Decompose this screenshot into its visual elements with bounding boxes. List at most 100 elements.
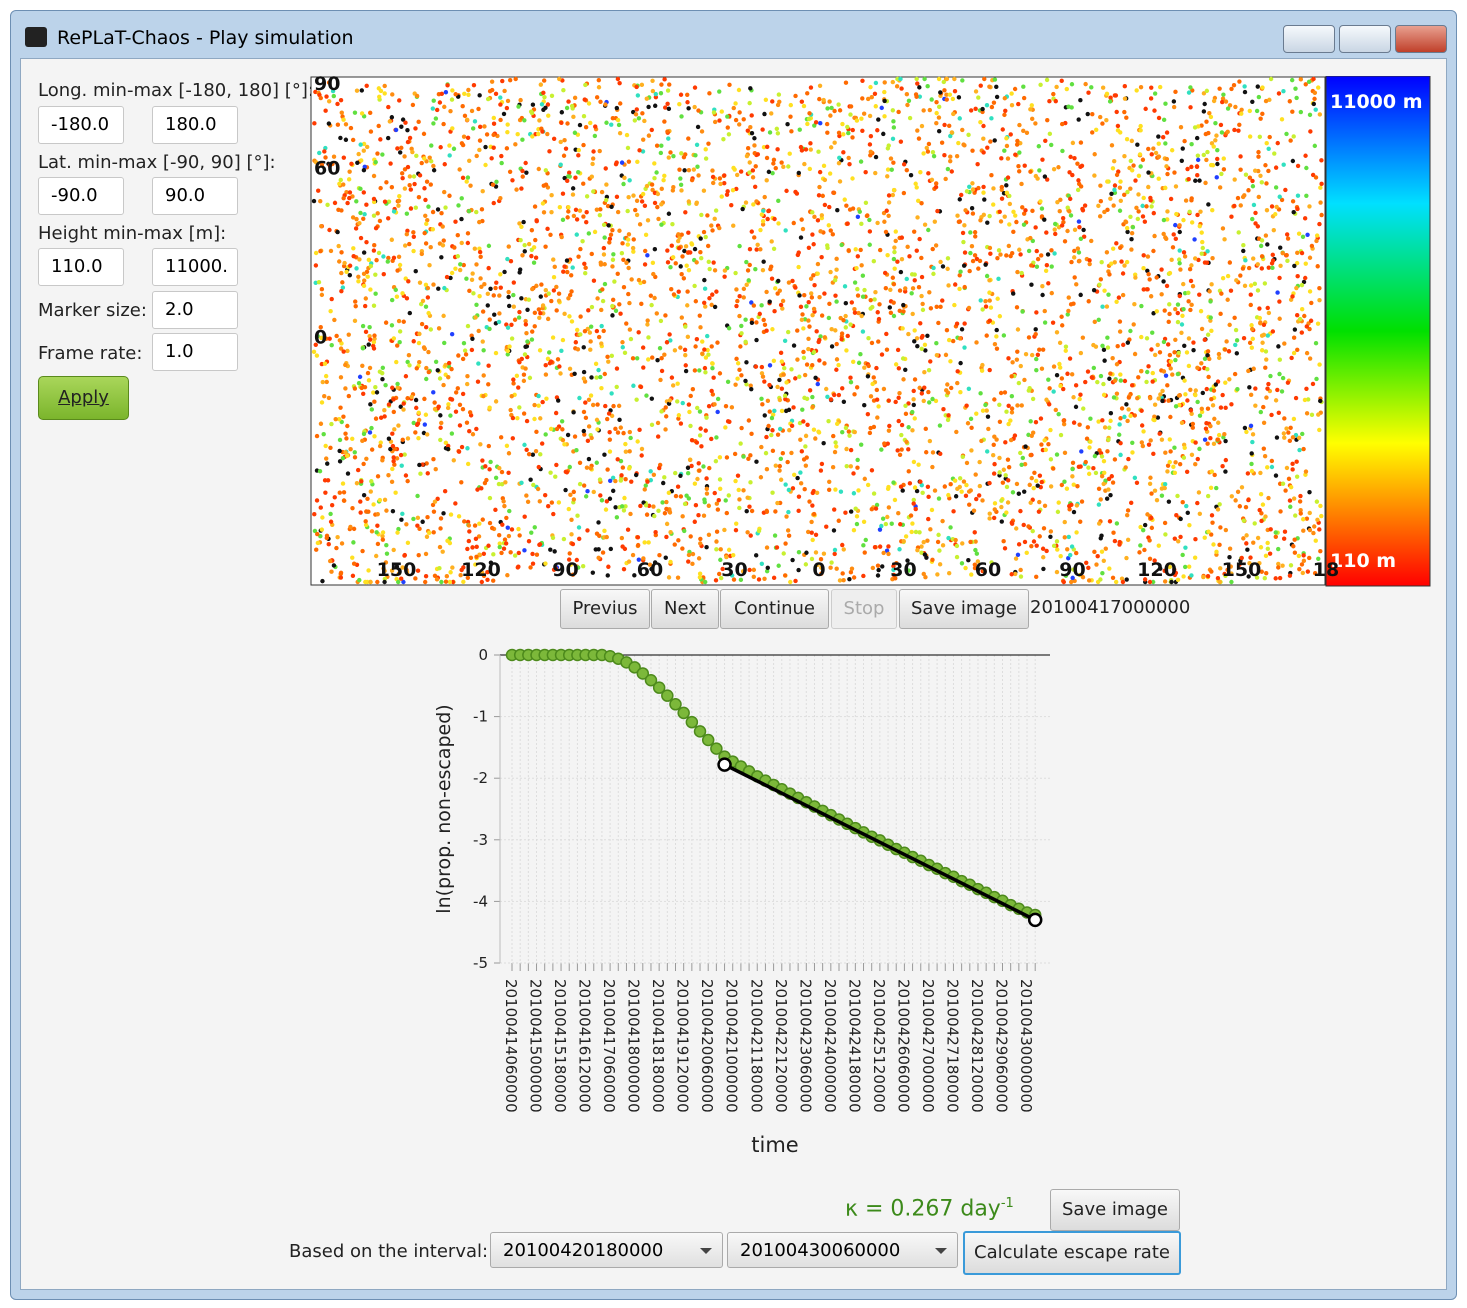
minimize-button[interactable] [1283, 25, 1335, 53]
particle [1147, 579, 1153, 585]
particle [749, 130, 755, 136]
text-field[interactable]: -180.0 [38, 106, 124, 144]
text-field[interactable]: 90.0 [152, 177, 238, 215]
particle [1182, 343, 1187, 349]
particle [525, 499, 531, 504]
particle [1317, 427, 1322, 433]
particle [1070, 474, 1075, 479]
particle [666, 155, 671, 160]
text-field[interactable]: 110.0 [38, 248, 124, 286]
particle [464, 179, 469, 184]
particle [496, 481, 502, 487]
particle [1207, 110, 1212, 116]
particle [735, 361, 741, 366]
text-field[interactable]: -90.0 [38, 177, 124, 215]
particle [825, 130, 830, 135]
particle [343, 122, 349, 127]
particle [455, 386, 460, 391]
particle [980, 498, 985, 503]
particle [1098, 199, 1104, 204]
particle [400, 565, 405, 570]
particle [680, 400, 685, 406]
particle [538, 452, 543, 457]
particle [628, 511, 633, 517]
particle [1048, 534, 1053, 540]
particle [453, 390, 459, 395]
particle [840, 386, 845, 391]
particle [1235, 387, 1240, 392]
particle [877, 527, 883, 532]
particle [912, 328, 917, 333]
particle [1092, 319, 1097, 325]
particle [1319, 212, 1324, 218]
particle [1033, 327, 1038, 332]
text-field[interactable]: 1.0 [152, 333, 238, 371]
particle [373, 159, 378, 165]
text-field[interactable]: 2.0 [152, 291, 238, 329]
particle [712, 304, 718, 310]
particle [659, 82, 664, 87]
maximize-button[interactable] [1339, 25, 1391, 53]
particle [957, 273, 962, 278]
apply-button[interactable]: Apply [38, 376, 129, 420]
particle [1124, 225, 1130, 231]
particle [870, 565, 876, 571]
particle [1002, 214, 1007, 219]
particle [948, 154, 953, 159]
particle [515, 415, 520, 421]
particle [522, 249, 527, 254]
particle [1141, 527, 1146, 533]
particle [445, 538, 450, 543]
particle [1209, 282, 1214, 287]
particle [697, 575, 703, 580]
particle [342, 260, 347, 266]
particle [620, 340, 625, 345]
particle [771, 575, 777, 581]
particle [676, 413, 682, 418]
particle [1000, 127, 1005, 132]
particle [846, 155, 851, 161]
particle [1100, 85, 1106, 90]
particle [578, 314, 583, 319]
particle [1315, 264, 1320, 269]
particle [541, 90, 546, 96]
particle [764, 155, 770, 161]
particle [1085, 425, 1091, 430]
particle [974, 340, 979, 345]
particle [1017, 122, 1022, 128]
particle [393, 127, 399, 133]
particle [851, 527, 857, 533]
particle [1259, 348, 1265, 353]
particle [505, 525, 510, 530]
close-button[interactable] [1395, 25, 1447, 53]
text-field[interactable]: 180.0 [152, 106, 238, 144]
particle [511, 280, 517, 285]
particle [532, 402, 537, 408]
particle [1207, 289, 1212, 294]
particle [685, 303, 690, 308]
particle [375, 523, 380, 528]
particle [490, 182, 496, 187]
particle [1183, 545, 1188, 550]
particle [405, 139, 411, 145]
particle [1156, 141, 1161, 146]
particle [411, 516, 416, 522]
particle [395, 381, 400, 387]
particle [1026, 524, 1031, 529]
particle [777, 426, 783, 432]
particle [1118, 416, 1123, 421]
particle [809, 291, 814, 296]
particle [421, 430, 427, 436]
particle [681, 154, 687, 160]
particle [1205, 332, 1211, 337]
particle [1109, 261, 1114, 266]
particle [832, 551, 837, 557]
particle [1303, 261, 1308, 266]
particle [589, 375, 594, 380]
particle [1142, 577, 1148, 582]
particle [367, 430, 373, 435]
particle [570, 572, 576, 577]
text-field[interactable]: 11000. [152, 248, 238, 286]
particle [782, 338, 788, 344]
particle [360, 363, 365, 368]
